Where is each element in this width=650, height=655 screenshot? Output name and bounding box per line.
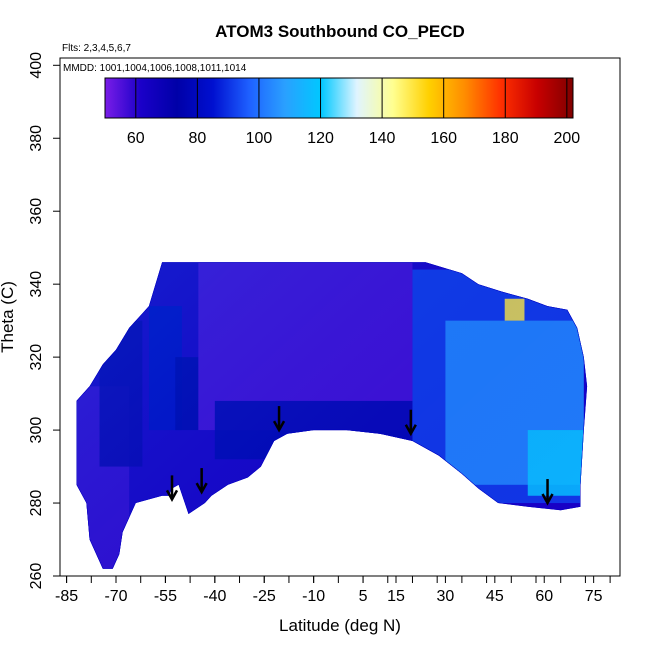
y-axis-tick-label: 380	[28, 125, 45, 152]
x-axis-tick-label: 30	[437, 588, 455, 605]
y-axis-tick-label: 260	[28, 563, 45, 590]
y-axis-tick-label: 340	[28, 271, 45, 298]
x-axis-tick-label: -40	[203, 588, 226, 605]
colorbar-gradient	[104, 77, 574, 119]
arrow-markers	[165, 406, 554, 506]
x-axis-tick-label: -55	[154, 588, 177, 605]
chart-title: ATOM3 Southbound CO_PECD	[215, 22, 465, 41]
colorbar-tick-label: 80	[188, 130, 206, 147]
y-axis-tick-label: 400	[28, 52, 45, 79]
x-axis-tick-label: -25	[253, 588, 276, 605]
arrow-marker	[195, 468, 208, 495]
x-axis-tick-label: 5	[359, 588, 368, 605]
arrow-head	[272, 420, 286, 433]
x-axis-tick-label: 15	[387, 588, 405, 605]
colorbar: 60 80 100 120 140 160 180 200	[104, 77, 580, 147]
x-axis-tick-label: 60	[535, 588, 553, 605]
dates-label: MMDD: 1001,1004,1006,1008,1011,1014	[63, 63, 247, 74]
plot-frame	[59, 57, 621, 577]
arrow-marker	[404, 409, 417, 437]
colorbar-tick-label: 180	[492, 130, 519, 147]
y-axis: 260 280 300 320 340 360 380 400	[28, 52, 60, 590]
flights-label: Flts: 2,3,4,5,6,7	[62, 43, 131, 54]
x-axis-label: Latitude (deg N)	[279, 616, 401, 635]
arrow-head	[195, 482, 208, 495]
plot-area	[76, 262, 588, 569]
colorbar-tick-label: 160	[430, 130, 457, 147]
arrow-head	[404, 424, 417, 437]
colorbar-tick-label: 120	[307, 130, 334, 147]
y-axis-tick-label: 360	[28, 198, 45, 225]
x-axis-tick-label: 45	[486, 588, 504, 605]
colorbar-tick-label: 200	[553, 130, 580, 147]
colorbar-tick-label: 60	[127, 130, 145, 147]
arrow-marker	[541, 479, 554, 506]
x-axis-tick-label: -10	[302, 588, 325, 605]
y-axis-tick-label: 300	[28, 417, 45, 444]
x-axis-tick-label: -85	[55, 588, 78, 605]
colorbar-tick-label: 140	[369, 130, 396, 147]
x-axis-tick-label: 75	[585, 588, 603, 605]
arrow-marker	[165, 475, 179, 502]
data-field	[76, 262, 588, 569]
x-axis: -85 -70 -55 -40 -25 -10 5 15 30 45 60 75	[55, 576, 611, 605]
colorbar-tick-label: 100	[246, 130, 273, 147]
y-axis-label: Theta (C)	[0, 281, 17, 353]
y-axis-tick-label: 280	[28, 490, 45, 517]
arrow-marker	[272, 406, 286, 433]
arrow-head	[541, 493, 554, 506]
x-axis-tick-label: -70	[104, 588, 127, 605]
arrow-head	[165, 489, 179, 502]
y-axis-tick-label: 320	[28, 344, 45, 371]
